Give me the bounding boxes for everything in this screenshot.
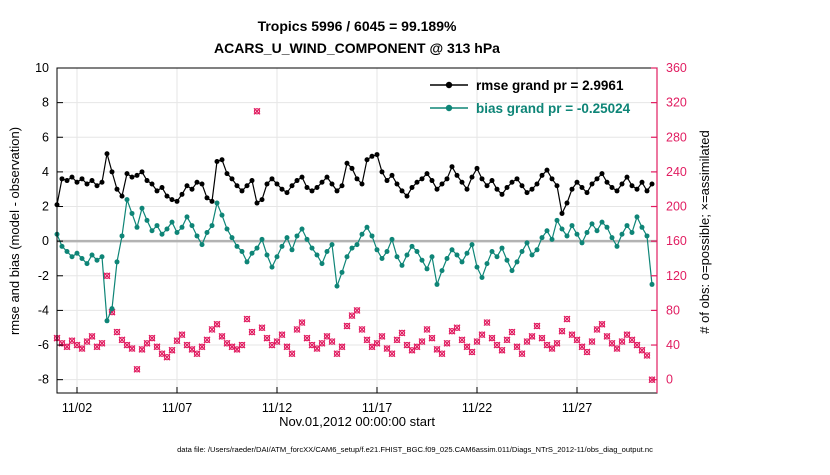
svg-text:80: 80 (666, 303, 680, 317)
right-y-axis-label: # of obs: o=possible; ×=assimilated (697, 130, 712, 333)
svg-text:11/17: 11/17 (362, 401, 392, 415)
bias-series (54, 197, 655, 324)
chart-title: Tropics 5996 / 6045 = 99.189% (258, 18, 457, 34)
legend-bias-marker (445, 104, 453, 112)
svg-text:40: 40 (666, 338, 680, 352)
x-axis-label: Nov.01,2012 00:00:00 start (279, 414, 435, 429)
svg-text:160: 160 (666, 234, 687, 248)
left-y-axis-label: rmse and bias (model - observation) (7, 127, 22, 335)
svg-text:11/12: 11/12 (262, 401, 292, 415)
svg-text:2: 2 (42, 200, 49, 214)
data-file-caption: data file: /Users/raeder/DAI/ATM_forcXX/… (177, 445, 653, 454)
axes-box (56, 67, 658, 394)
svg-text:200: 200 (666, 200, 687, 214)
rmse-series (54, 151, 655, 216)
svg-text:0: 0 (42, 234, 49, 248)
svg-text:11/02: 11/02 (62, 401, 92, 415)
svg-text:11/27: 11/27 (562, 401, 592, 415)
svg-text:11/07: 11/07 (162, 401, 192, 415)
gridlines (57, 67, 657, 393)
svg-text:320: 320 (666, 96, 687, 110)
svg-text:280: 280 (666, 130, 687, 144)
legend-rmse-marker (445, 81, 453, 89)
svg-text:360: 360 (666, 61, 687, 75)
chart-subtitle: ACARS_U_WIND_COMPONENT @ 313 hPa (214, 40, 500, 56)
legend-rmse-label: rmse grand pr = 2.9961 (476, 78, 624, 93)
obs-count-markers (53, 107, 656, 384)
svg-text:-8: -8 (38, 373, 49, 387)
svg-text:-4: -4 (38, 303, 49, 317)
legend: rmse grand pr = 2.9961 bias grand pr = -… (430, 78, 631, 116)
svg-text:8: 8 (42, 96, 49, 110)
svg-text:-6: -6 (38, 338, 49, 352)
axis-ticks-and-labels: 11/02 11/07 11/12 11/17 11/22 11/27 -8 -6 -4 -2 0 2… (35, 61, 687, 415)
svg-text:11/22: 11/22 (462, 401, 492, 415)
svg-text:-2: -2 (38, 269, 49, 283)
svg-text:120: 120 (666, 269, 687, 283)
svg-text:0: 0 (666, 373, 673, 387)
legend-bias-label: bias grand pr = -0.25024 (476, 101, 631, 116)
svg-text:4: 4 (42, 165, 49, 179)
svg-text:6: 6 (42, 130, 49, 144)
svg-text:10: 10 (35, 61, 49, 75)
svg-text:240: 240 (666, 165, 687, 179)
